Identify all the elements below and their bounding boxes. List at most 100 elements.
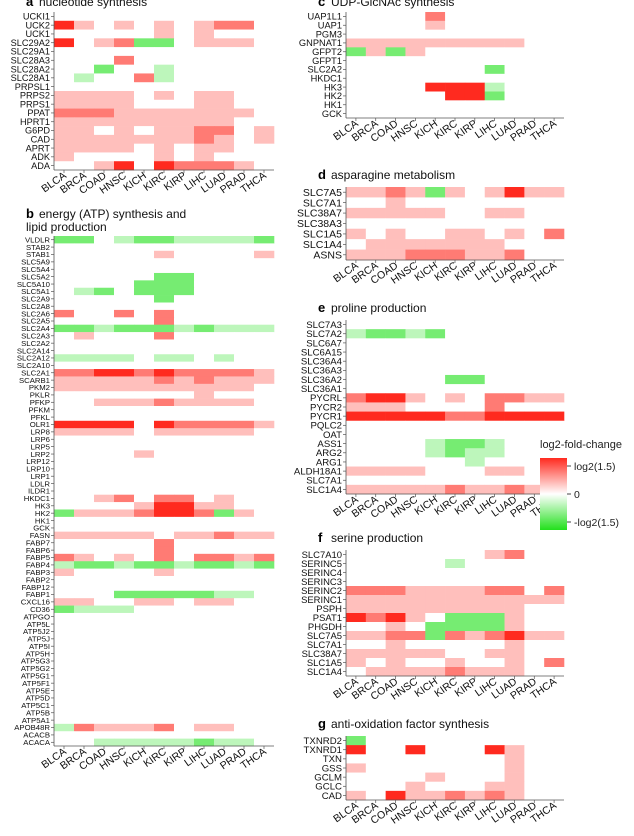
heatmap-cell	[154, 701, 175, 710]
heatmap-cell	[544, 613, 565, 623]
heatmap-cell	[74, 723, 95, 732]
heatmap-cell	[154, 391, 175, 399]
heatmap-cell	[154, 561, 175, 569]
row-label: ATP5D	[26, 694, 51, 703]
heatmap-cell	[134, 738, 155, 747]
heatmap-cell	[445, 568, 466, 578]
heatmap-cell	[445, 73, 466, 83]
heatmap-cell	[524, 109, 545, 119]
heatmap-cell	[234, 553, 255, 562]
heatmap-cell	[214, 265, 235, 274]
panel-c: UDP-GlcNAc synthesiscUAP1L1UAP1PGM3GNPNA…	[299, 0, 565, 145]
heatmap-cell	[134, 605, 155, 614]
legend-label-mid: 0	[574, 489, 580, 501]
heatmap-cell	[234, 324, 255, 333]
heatmap-cell	[445, 640, 466, 650]
row-label: TXNRD1	[304, 745, 342, 756]
heatmap-cell	[134, 635, 155, 643]
heatmap-cell	[214, 672, 235, 680]
row-label: ATP5B	[26, 708, 50, 717]
heatmap-cell	[254, 576, 275, 584]
heatmap-cell	[464, 649, 486, 659]
heatmap-cell	[114, 457, 135, 466]
row-label: SLC36A2	[301, 375, 342, 386]
heatmap-cell	[194, 583, 215, 592]
heatmap-cell	[445, 239, 466, 250]
heatmap-cell	[154, 55, 175, 65]
row-label: PHGDH	[308, 622, 342, 633]
row-label: G6PD	[25, 126, 50, 136]
heatmap-cell	[385, 484, 406, 495]
heatmap-cell	[94, 672, 115, 680]
heatmap-cell	[524, 457, 545, 467]
heatmap-cell	[54, 152, 75, 162]
heatmap-cell	[445, 411, 466, 422]
heatmap-cell	[504, 457, 525, 467]
heatmap-cell	[94, 38, 115, 48]
heatmap-cell	[174, 64, 195, 74]
heatmap-cell	[134, 583, 155, 592]
heatmap-cell	[54, 64, 75, 74]
heatmap-cell	[504, 374, 525, 385]
heatmap-cell	[405, 439, 426, 449]
heatmap-cell	[214, 346, 235, 355]
heatmap-cell	[114, 332, 135, 340]
heatmap-cell	[114, 391, 135, 399]
heatmap-cell	[544, 197, 565, 209]
heatmap-cell	[445, 47, 466, 57]
heatmap-cell	[464, 109, 486, 119]
heatmap-cell	[405, 393, 426, 403]
heatmap-cell	[385, 658, 406, 668]
heatmap-cell	[405, 781, 426, 792]
heatmap-cell	[134, 494, 155, 503]
heatmap-cell	[114, 302, 135, 311]
heatmap-cell	[74, 516, 95, 525]
heatmap-cell	[365, 239, 386, 250]
heatmap-cell	[134, 64, 155, 74]
heatmap-cell	[234, 694, 255, 702]
heatmap-cell	[174, 73, 195, 83]
heatmap-cell	[234, 117, 255, 127]
heatmap-cell	[445, 38, 466, 48]
heatmap-cell	[174, 442, 195, 451]
heatmap-cell	[154, 731, 175, 739]
heatmap-cell	[94, 12, 115, 22]
heatmap-cell	[214, 82, 235, 92]
heatmap-cell	[114, 716, 135, 725]
heatmap-cell	[234, 91, 255, 101]
heatmap-cell	[484, 448, 505, 458]
row-label: SLC29A1	[11, 47, 50, 57]
heatmap-cell	[54, 73, 75, 83]
heatmap-cell	[174, 524, 195, 532]
heatmap-cell	[254, 672, 275, 680]
heatmap-cell	[544, 754, 565, 764]
heatmap-cell	[74, 38, 95, 48]
heatmap-cell	[234, 479, 255, 488]
heatmap-cell	[524, 613, 545, 623]
heatmap-cell	[74, 117, 95, 127]
heatmap-cell	[346, 604, 367, 614]
heatmap-cell	[74, 369, 95, 377]
heatmap-cell	[194, 272, 215, 281]
panel-f-title-line: serine production	[331, 531, 423, 545]
heatmap-cell	[94, 324, 115, 333]
heatmap-cell	[214, 679, 235, 688]
heatmap-cell	[134, 108, 155, 118]
heatmap-cell	[385, 249, 406, 261]
heatmap-cell	[445, 109, 466, 119]
heatmap-cell	[504, 772, 525, 783]
heatmap-cell	[524, 736, 545, 746]
heatmap-cell	[194, 250, 215, 259]
heatmap-cell	[174, 553, 195, 562]
row-label: APOB48R	[14, 723, 50, 732]
heatmap-cell	[94, 716, 115, 725]
heatmap-cell	[365, 218, 386, 230]
heatmap-cell	[74, 479, 95, 488]
heatmap-cell	[74, 324, 95, 333]
heatmap-cell	[94, 47, 115, 57]
heatmap-cell	[154, 161, 175, 171]
heatmap-cell	[174, 723, 195, 732]
heatmap-cell	[54, 465, 75, 473]
heatmap-cell	[504, 249, 525, 261]
heatmap-cell	[445, 586, 466, 596]
